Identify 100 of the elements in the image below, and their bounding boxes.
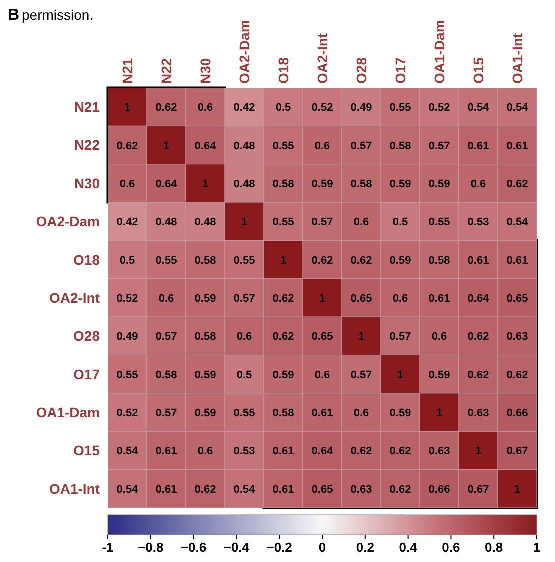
data-label: 0.67 — [468, 484, 490, 496]
data-label: 0.59 — [194, 408, 216, 420]
x-tick-label: N21 — [120, 58, 136, 84]
data-label: 0.6 — [314, 369, 330, 382]
data-label: 0.6 — [158, 293, 174, 305]
data-label: 0.65 — [350, 293, 372, 305]
data-label: 0.63 — [468, 408, 490, 420]
data-label: 0.59 — [390, 254, 412, 267]
data-label: 0.6 — [314, 140, 330, 152]
y-tick-label: O18 — [74, 252, 100, 268]
data-label: 0.58 — [390, 140, 412, 152]
data-label: 0.58 — [156, 369, 178, 382]
y-tick-label: N30 — [74, 175, 100, 192]
y-tick-label: O28 — [74, 328, 100, 344]
data-label: 0.55 — [272, 140, 294, 152]
data-label: 0.62 — [312, 254, 334, 267]
data-label: 0.59 — [194, 293, 216, 305]
color-bar-label: −0.4 — [224, 540, 250, 555]
data-label: 0.48 — [234, 178, 256, 190]
data-label: 0.66 — [506, 408, 528, 420]
data-label: 0.62 — [272, 293, 294, 305]
data-label: 0.65 — [312, 484, 334, 496]
data-label: 0.61 — [272, 484, 294, 496]
y-tick-label: OA1-Int — [49, 480, 100, 497]
data-label: 0.63 — [506, 331, 528, 344]
data-label: 0.48 — [156, 216, 178, 229]
data-label: 0.61 — [468, 254, 490, 267]
data-label: 0.42 — [116, 216, 138, 229]
data-label: 0.62 — [350, 254, 372, 267]
data-label: 0.61 — [156, 484, 178, 496]
data-label: 0.55 — [272, 216, 294, 229]
data-label: 1 — [436, 408, 443, 420]
data-label: 0.54 — [468, 102, 490, 114]
data-label: 0.64 — [194, 140, 218, 152]
data-label: 0.58 — [350, 178, 372, 190]
color-bar-label: 0.2 — [356, 540, 374, 555]
y-tick-label: OA2-Dam — [36, 214, 100, 230]
color-bar-label: 0.8 — [485, 540, 504, 555]
data-label: 0.53 — [468, 216, 490, 229]
data-label: 0.52 — [312, 102, 334, 114]
data-label: 0.61 — [156, 446, 178, 458]
data-label: 0.64 — [312, 446, 334, 458]
data-label: 0.5 — [120, 254, 136, 267]
text: B — [8, 7, 20, 24]
y-tick-label: N21 — [74, 99, 100, 116]
data-label: 0.57 — [390, 331, 412, 344]
data-label: 1 — [514, 484, 521, 496]
data-label: 0.53 — [234, 446, 256, 458]
data-label: 0.58 — [428, 254, 450, 267]
data-label: 0.52 — [116, 293, 138, 305]
data-label: 0.54 — [116, 446, 140, 458]
data-label: 0.6 — [432, 331, 448, 344]
y-tick-label: N22 — [74, 137, 100, 154]
data-label: 0.6 — [198, 102, 214, 114]
data-label: 1 — [163, 140, 170, 152]
data-label: 0.6 — [198, 446, 214, 458]
color-bar-label: 0.6 — [442, 540, 460, 555]
data-label: 0.57 — [156, 408, 178, 420]
x-tick-label: N30 — [198, 58, 214, 84]
data-label: 0.61 — [506, 140, 528, 152]
data-label: 0.55 — [390, 102, 412, 114]
data-label: 0.55 — [428, 216, 450, 229]
data-label: 0.55 — [116, 369, 138, 382]
data-label: 0.67 — [506, 446, 528, 458]
data-label: 0.6 — [354, 408, 370, 420]
data-label: 0.63 — [350, 484, 372, 496]
data-label: 1 — [319, 293, 326, 305]
data-label: 0.49 — [116, 331, 138, 344]
data-label: 0.5 — [276, 102, 292, 114]
data-label: 0.61 — [312, 408, 334, 420]
data-label: 1 — [397, 369, 404, 382]
data-label: 0.52 — [116, 408, 138, 420]
y-tick-label: OA1-Dam — [36, 404, 100, 421]
data-label: 0.65 — [312, 331, 334, 344]
data-label: 0.6 — [354, 216, 370, 229]
data-label: 0.61 — [272, 446, 294, 458]
data-label: 0.66 — [428, 484, 450, 496]
data-label: 0.59 — [390, 178, 412, 190]
x-tick-label: O28 — [354, 57, 370, 84]
x-tick-label: N22 — [158, 58, 174, 84]
data-label: 0.58 — [272, 178, 294, 190]
data-label: 0.54 — [506, 216, 530, 229]
data-label: 0.59 — [390, 408, 412, 420]
data-label: 0.62 — [390, 484, 412, 496]
color-bar-label: −0.8 — [138, 540, 164, 555]
data-label: 0.6 — [470, 178, 486, 190]
data-label: 0.6 — [236, 331, 252, 344]
x-tick-label: OA1-Dam — [432, 20, 448, 84]
y-tick-label: OA2-Int — [49, 290, 100, 306]
data-label: 0.58 — [272, 408, 294, 420]
data-label: 1 — [280, 254, 287, 267]
data-label: 0.48 — [194, 216, 216, 229]
data-label: 0.49 — [350, 102, 372, 114]
data-label: 0.54 — [116, 484, 140, 496]
data-label: 1 — [241, 216, 248, 229]
data-label: 0.59 — [194, 369, 216, 382]
data-label: 0.54 — [506, 102, 530, 114]
data-label: 1 — [475, 446, 482, 458]
data-label: 0.61 — [428, 293, 450, 305]
data-label: 0.59 — [428, 178, 450, 190]
